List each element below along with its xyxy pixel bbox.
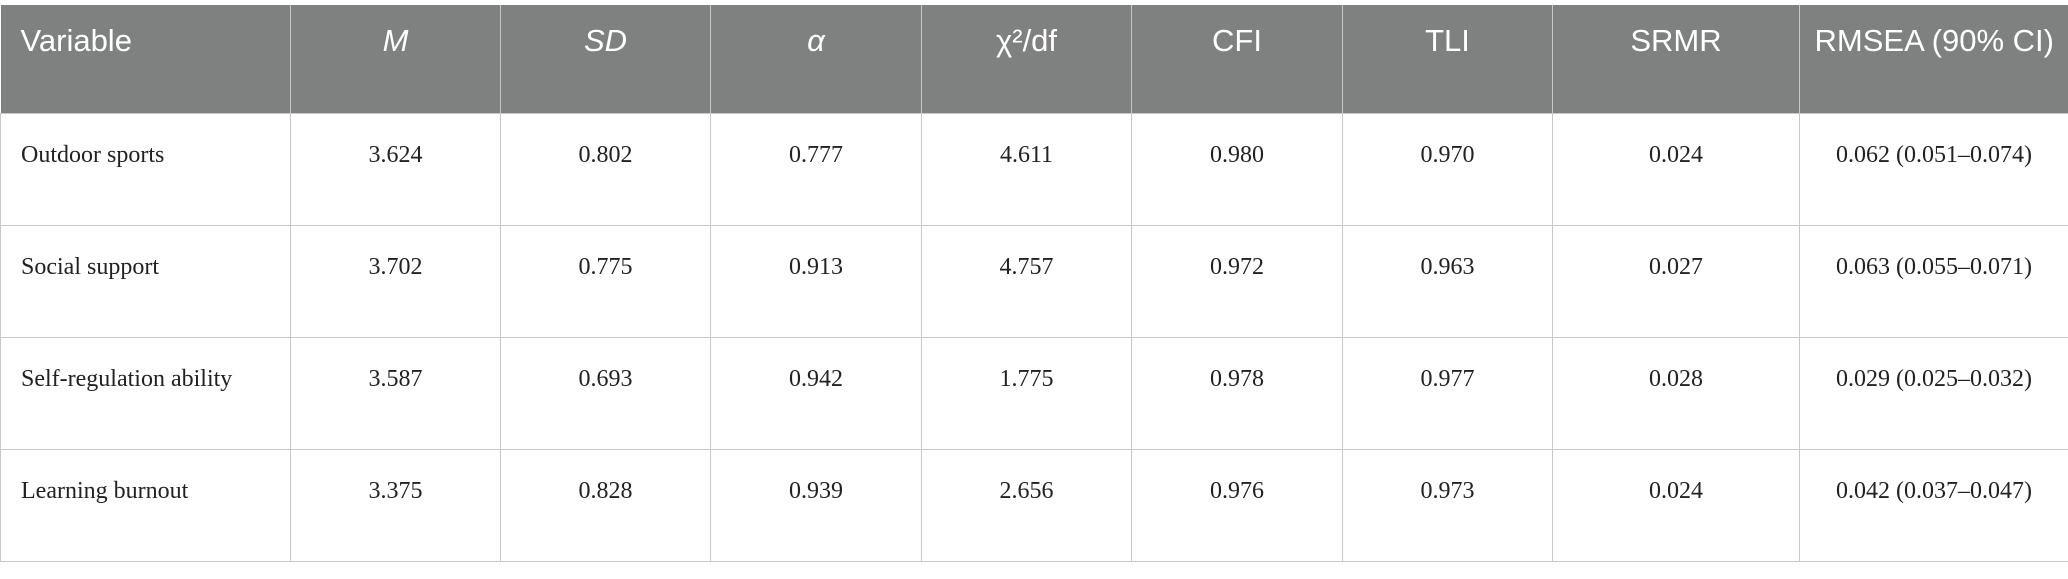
value-cell: 0.980 [1131, 112, 1343, 226]
value-cell: 0.970 [1342, 112, 1553, 226]
table-row: Self-regulation ability 3.587 0.693 0.942 1.… [0, 336, 2068, 450]
value-cell: 3.587 [290, 336, 501, 450]
value-cell: 0.024 [1552, 448, 1800, 562]
row-label: Self-regulation ability [0, 336, 291, 450]
header-cell: TLI [1342, 5, 1553, 113]
value-cell: 0.693 [500, 336, 711, 450]
value-cell: 0.973 [1342, 448, 1553, 562]
table-body: Outdoor sports 3.624 0.802 0.777 4.611 0.980 0… [0, 112, 2068, 562]
value-cell: 0.027 [1552, 224, 1800, 338]
value-cell: 0.972 [1131, 224, 1343, 338]
table-row: Outdoor sports 3.624 0.802 0.777 4.611 0.980 0… [0, 112, 2068, 226]
data-table: Variable M SD α χ²/df CFI TLI SRMR RMSEA (90% CI… [0, 5, 2068, 562]
value-cell: 3.702 [290, 224, 501, 338]
table-row: Learning burnout 3.375 0.828 0.939 2.656 0.97… [0, 448, 2068, 562]
header-cell: Variable [0, 5, 291, 113]
value-cell: 2.656 [921, 448, 1132, 562]
value-cell: 0.062 (0.051–0.074) [1799, 112, 2068, 226]
row-label: Learning burnout [0, 448, 291, 562]
value-cell: 3.624 [290, 112, 501, 226]
value-cell: 0.024 [1552, 112, 1800, 226]
value-cell: 0.913 [710, 224, 922, 338]
header-cell: α [710, 5, 922, 113]
value-cell: 0.063 (0.055–0.071) [1799, 224, 2068, 338]
header-row: Variable M SD α χ²/df CFI TLI SRMR RMSEA (90% CI… [0, 5, 2068, 113]
value-cell: 0.963 [1342, 224, 1553, 338]
row-label: Social support [0, 224, 291, 338]
value-cell: 0.777 [710, 112, 922, 226]
header-cell: M [290, 5, 501, 113]
value-cell: 0.978 [1131, 336, 1343, 450]
value-cell: 0.042 (0.037–0.047) [1799, 448, 2068, 562]
header-cell: RMSEA (90% CI) [1799, 5, 2068, 113]
value-cell: 4.611 [921, 112, 1132, 226]
value-cell: 0.942 [710, 336, 922, 450]
value-cell: 0.939 [710, 448, 922, 562]
value-cell: 0.828 [500, 448, 711, 562]
row-label: Outdoor sports [0, 112, 291, 226]
header-cell: χ²/df [921, 5, 1132, 113]
value-cell: 1.775 [921, 336, 1132, 450]
header-cell: CFI [1131, 5, 1343, 113]
value-cell: 0.977 [1342, 336, 1553, 450]
value-cell: 4.757 [921, 224, 1132, 338]
value-cell: 3.375 [290, 448, 501, 562]
page: Variable M SD α χ²/df CFI TLI SRMR RMSEA (90% CI… [0, 5, 2068, 579]
value-cell: 0.976 [1131, 448, 1343, 562]
value-cell: 0.028 [1552, 336, 1800, 450]
value-cell: 0.029 (0.025–0.032) [1799, 336, 2068, 450]
header-cell: SRMR [1552, 5, 1800, 113]
value-cell: 0.802 [500, 112, 711, 226]
table-row: Social support 3.702 0.775 0.913 4.757 0.972 0… [0, 224, 2068, 338]
header-cell: SD [500, 5, 711, 113]
value-cell: 0.775 [500, 224, 711, 338]
